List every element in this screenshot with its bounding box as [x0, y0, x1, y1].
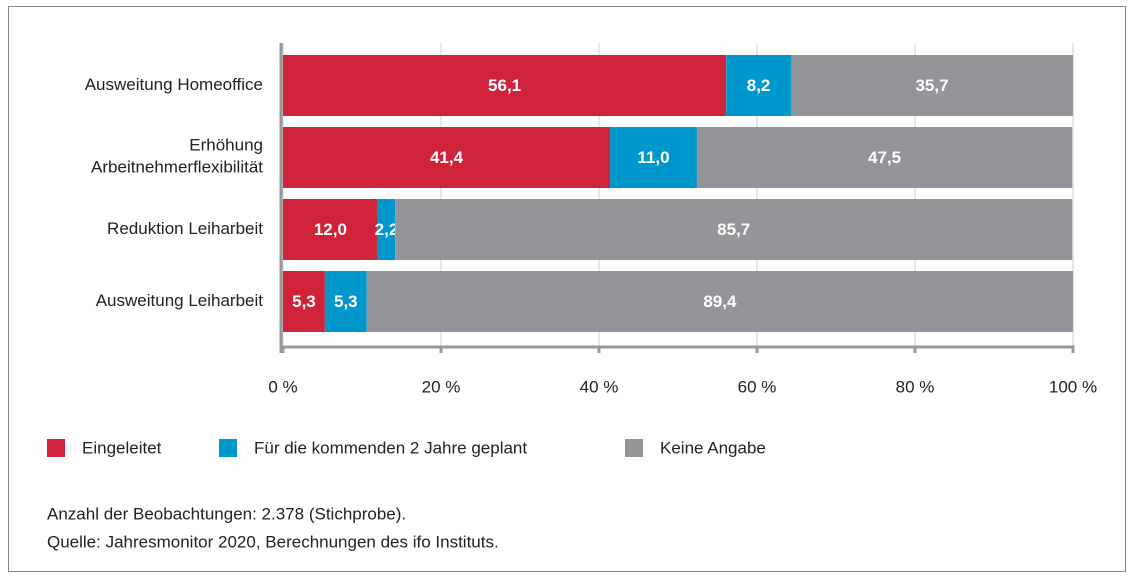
- value-label: 35,7: [915, 76, 948, 95]
- value-label: 11,0: [637, 148, 669, 167]
- note: Quelle: Jahresmonitor 2020, Berechnungen…: [47, 532, 499, 551]
- x-tick-label: 80 %: [896, 377, 935, 396]
- x-tick-label: 100 %: [1049, 377, 1097, 396]
- value-label: 47,5: [868, 148, 901, 167]
- value-label: 12,0: [314, 220, 347, 239]
- value-label: 5,3: [292, 292, 316, 311]
- bar-segment: [395, 199, 1073, 260]
- bar-segment: [726, 55, 791, 116]
- y-tick-label: Ausweitung Leiharbeit: [96, 291, 264, 310]
- bar-segment: [283, 55, 727, 116]
- value-label: 56,1: [488, 76, 521, 95]
- bar-segment: [696, 127, 1073, 188]
- y-tick-label: Ausweitung Homeoffice: [85, 75, 263, 94]
- x-tick-label: 60 %: [738, 377, 777, 396]
- bar-segment: [377, 199, 396, 260]
- legend-label: Keine Angabe: [660, 438, 766, 457]
- legend-swatch: [47, 439, 65, 457]
- x-tick-label: 0 %: [268, 377, 297, 396]
- value-label: 85,7: [717, 220, 750, 239]
- legend-label: Eingeleitet: [82, 438, 162, 457]
- bar-segment: [283, 127, 611, 188]
- bar-segment: [790, 55, 1073, 116]
- value-label: 8,2: [747, 76, 771, 95]
- bar-segment: [366, 271, 1073, 332]
- y-tick-label: Erhöhung Arbeitnehmerflexibilität: [91, 136, 263, 177]
- y-tick-label: Reduktion Leiharbeit: [107, 219, 263, 238]
- frame: [8, 6, 1126, 572]
- note: Anzahl der Beobachtungen: 2.378 (Stichpr…: [47, 504, 406, 523]
- x-tick-label: 20 %: [422, 377, 461, 396]
- legend-label: Für die kommenden 2 Jahre geplant: [254, 438, 527, 457]
- value-label: 5,3: [334, 292, 358, 311]
- bar-segment: [324, 271, 367, 332]
- x-tick-label: 40 %: [580, 377, 619, 396]
- value-label: 89,4: [703, 292, 737, 311]
- bar-segment: [610, 127, 697, 188]
- legend-swatch: [219, 439, 237, 457]
- value-label: 41,4: [430, 148, 464, 167]
- bar-segment: [283, 271, 325, 332]
- legend-swatch: [625, 439, 643, 457]
- bar-segment: [283, 199, 378, 260]
- value-label: 2,2: [375, 220, 399, 239]
